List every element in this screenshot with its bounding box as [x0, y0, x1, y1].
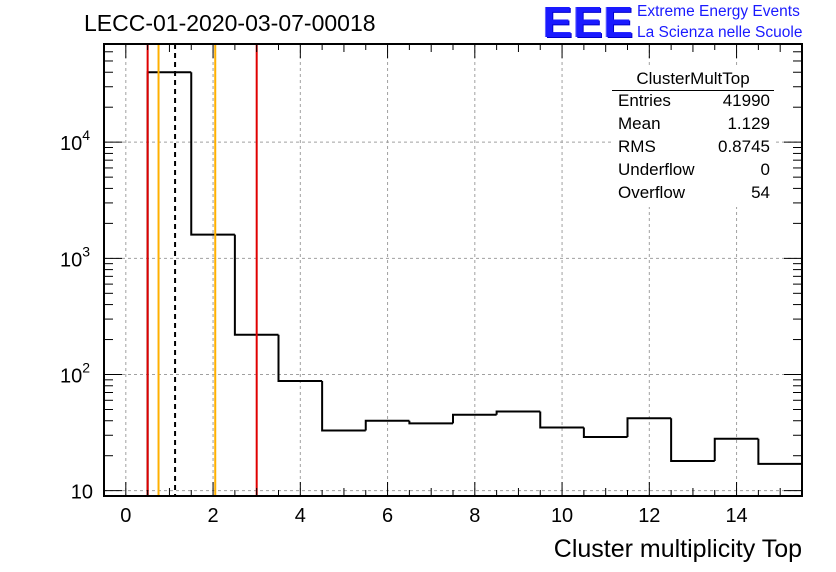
stats-row-entries: Entries 41990: [618, 91, 770, 113]
histogram-bin: [321, 380, 366, 432]
stats-row-underflow: Underflow 0: [618, 160, 770, 182]
chart-title: LECC-01-2020-03-07-00018: [84, 10, 376, 36]
axis-ticks: [103, 43, 803, 496]
stats-title: ClusterMultTop: [636, 69, 750, 88]
logo-line-2: La Scienza nelle Scuole: [637, 24, 803, 41]
stats-value: 54: [751, 183, 770, 202]
histogram-bin: [626, 417, 672, 437]
logo-line-1: Extreme Energy Events: [637, 3, 800, 20]
histogram-bin: [277, 334, 323, 382]
histogram-bin: [233, 234, 279, 336]
stats-divider: [612, 90, 774, 91]
x-tick-label: 12: [638, 505, 660, 527]
y-tick-label: 10: [71, 482, 93, 504]
stats-label: Underflow: [618, 160, 695, 179]
histogram-bin: [713, 437, 759, 462]
x-tick-label: 0: [120, 505, 131, 527]
histogram-bin: [582, 427, 628, 438]
x-tick-label: 8: [469, 505, 480, 527]
histogram-bin: [452, 413, 497, 424]
x-tick-label: 10: [551, 505, 573, 527]
histogram-bin: [146, 71, 192, 496]
stats-label: Mean: [618, 114, 661, 133]
y-tick-label: 104: [60, 127, 90, 155]
x-tick-label: 14: [725, 505, 747, 527]
stats-box: ClusterMultTop Entries 41990 Mean 1.129 …: [612, 67, 774, 207]
x-tick-label: 2: [208, 505, 219, 527]
histogram-bin: [757, 438, 802, 465]
y-tick-label: 103: [60, 243, 90, 271]
histogram-bin: [364, 419, 410, 431]
histogram-bin: [408, 420, 453, 425]
stats-row-mean: Mean 1.129: [618, 114, 770, 136]
histogram-bin: [495, 410, 541, 415]
marker-lines: [146, 44, 258, 496]
stats-row-rms: RMS 0.8745: [618, 137, 770, 159]
stats-value: 0.8745: [718, 137, 770, 156]
histogram-bin: [539, 411, 584, 429]
x-tick-label: 4: [295, 505, 306, 527]
eee-logo: EEE: [543, 0, 635, 47]
histogram-bin: [190, 72, 235, 236]
y-tick-label: 102: [60, 360, 90, 388]
histogram-bin: [670, 418, 715, 463]
x-axis-label: Cluster multiplicity Top: [553, 535, 802, 563]
stats-row-overflow: Overflow 54: [618, 183, 770, 205]
stats-value: 0: [760, 160, 770, 179]
stats-label: Entries: [618, 91, 671, 110]
stats-value: 1.129: [727, 114, 770, 133]
stats-label: RMS: [618, 137, 656, 156]
tick-labels: 0 2 4 6 8 10 12 14 10 102 103 104: [60, 127, 748, 527]
stats-value: 41990: [722, 91, 770, 110]
x-tick-label: 6: [382, 505, 393, 527]
stats-label: Overflow: [618, 183, 686, 202]
